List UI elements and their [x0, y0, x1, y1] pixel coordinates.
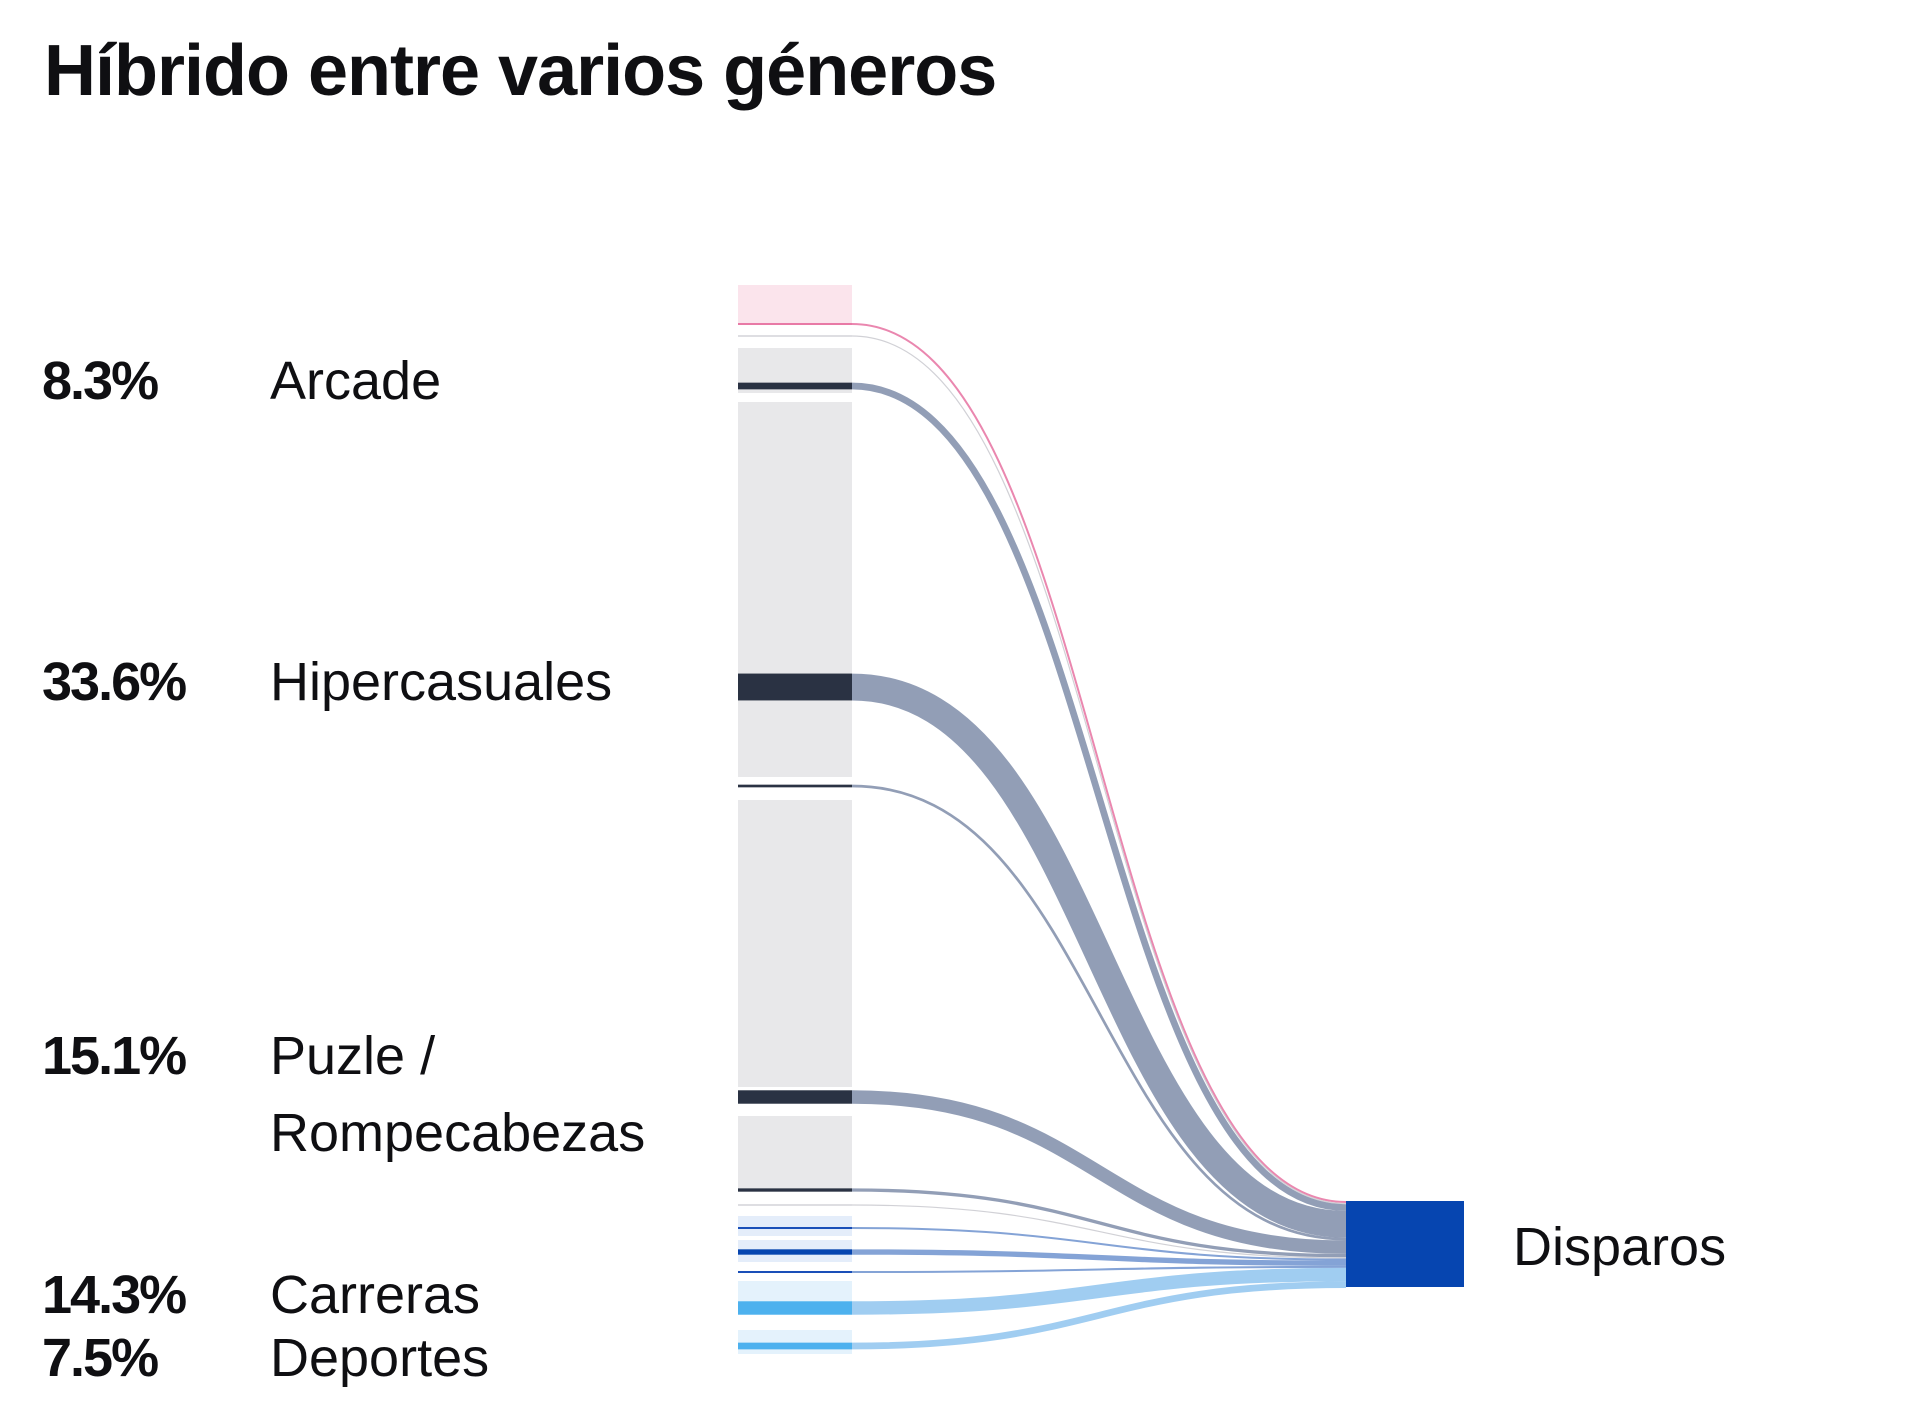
flow-link: [851, 1188, 1347, 1258]
source-node-segment: [738, 1301, 852, 1315]
category-label-deportes: Deportes: [270, 1328, 489, 1388]
percent-label-carreras: 14.3%: [42, 1265, 186, 1325]
flow-link: [851, 1090, 1347, 1254]
source-background-segment: [738, 1116, 852, 1188]
chart-title: Híbrido entre varios géneros: [44, 31, 997, 111]
source-node-segment: [738, 673, 852, 701]
source-node-segment: [738, 1204, 852, 1206]
source-nodes: [738, 322, 852, 1350]
percent-label-deportes: 7.5%: [42, 1328, 158, 1388]
target-label-disparos: Disparos: [1513, 1217, 1726, 1277]
source-node-segment: [738, 1342, 852, 1350]
category-label-puzle: Puzle /: [270, 1026, 435, 1086]
source-node-segment: [738, 382, 852, 390]
labels: 8.3% Arcade 33.6% Hipercasuales 15.1% Pu…: [42, 351, 1726, 1388]
source-background-segment: [738, 699, 852, 777]
source-node-segment: [738, 1226, 852, 1230]
category-label-arcade: Arcade: [270, 351, 441, 411]
flow-link: [851, 784, 1347, 1241]
category-label-puzle-line2: Rompecabezas: [270, 1103, 645, 1163]
source-background-bars: [738, 285, 852, 1354]
source-background-segment: [738, 1330, 852, 1354]
flow-link: [851, 382, 1347, 1211]
category-label-carreras: Carreras: [270, 1265, 480, 1325]
source-node-segment: [738, 1270, 852, 1274]
source-background-segment: [738, 1216, 852, 1236]
source-node-segment: [738, 1188, 852, 1192]
flow-link: [851, 1267, 1347, 1315]
source-background-segment: [738, 1281, 852, 1304]
flow-link: [851, 1204, 1347, 1259]
category-label-hipercasuales: Hipercasuales: [270, 652, 612, 712]
flow-link: [851, 1249, 1347, 1266]
source-node-segment: [738, 784, 852, 788]
flow-link: [851, 335, 1347, 1205]
flow-link: [851, 1281, 1347, 1350]
flow-link: [851, 673, 1347, 1238]
flow-link: [851, 1226, 1347, 1261]
percent-label-puzle: 15.1%: [42, 1026, 186, 1086]
flow-links: [851, 322, 1347, 1350]
source-node-segment: [738, 322, 852, 326]
flow-link: [851, 322, 1347, 1204]
source-node-segment: [738, 1249, 852, 1255]
flow-link: [851, 1265, 1347, 1274]
source-background-segment: [738, 285, 852, 325]
source-background-segment: [738, 800, 852, 1087]
target-node-disparos: [1346, 1201, 1464, 1287]
percent-label-hipercasuales: 33.6%: [42, 652, 186, 712]
source-node-segment: [738, 335, 852, 337]
percent-label-arcade: 8.3%: [42, 351, 158, 411]
source-background-segment: [738, 402, 852, 674]
source-node-segment: [738, 1090, 852, 1104]
